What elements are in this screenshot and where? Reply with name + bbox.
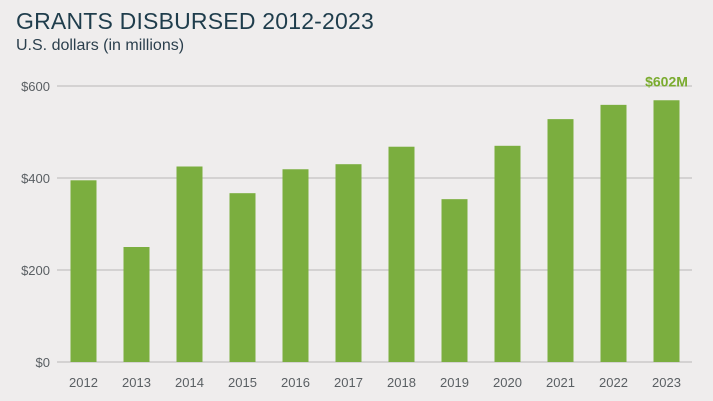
x-tick-label: 2014 <box>175 375 204 390</box>
bar-2019 <box>441 199 468 362</box>
bar-2016 <box>282 169 309 362</box>
x-tick-label: 2012 <box>69 375 98 390</box>
x-tick-label: 2013 <box>122 375 151 390</box>
y-tick-label: $600 <box>21 79 50 94</box>
x-tick-label: 2016 <box>281 375 310 390</box>
data-label-2023: $602M <box>645 73 688 89</box>
y-tick-label: $400 <box>21 171 50 186</box>
bar-2012 <box>70 180 97 362</box>
bar-2014 <box>176 166 203 362</box>
bar-2020 <box>494 145 521 362</box>
bar-2023 <box>653 100 680 362</box>
bars <box>70 100 680 363</box>
x-tick-label: 2022 <box>599 375 628 390</box>
chart-subtitle: U.S. dollars (in millions) <box>16 37 185 54</box>
x-tick-label: 2019 <box>440 375 469 390</box>
x-tick-label: 2017 <box>334 375 363 390</box>
bar-2021 <box>547 119 574 363</box>
bar-2018 <box>388 146 415 362</box>
bar-2015 <box>229 193 256 362</box>
x-tick-label: 2018 <box>387 375 416 390</box>
bar-2017 <box>335 164 362 362</box>
y-tick-label: $200 <box>21 263 50 278</box>
x-tick-label: 2023 <box>652 375 681 390</box>
x-tick-label: 2015 <box>228 375 257 390</box>
labels: $0 $200 $400 $600 2012 2013 2014 2015 2016 2017 20… <box>21 73 688 390</box>
x-tick-label: 2021 <box>546 375 575 390</box>
gridlines <box>57 85 692 363</box>
bar-2022 <box>600 104 627 363</box>
bar-2013 <box>123 247 150 362</box>
y-tick-label: $0 <box>36 355 50 370</box>
chart-title: GRANTS DISBURSED 2012-2023 <box>16 8 375 34</box>
x-tick-label: 2020 <box>493 375 522 390</box>
